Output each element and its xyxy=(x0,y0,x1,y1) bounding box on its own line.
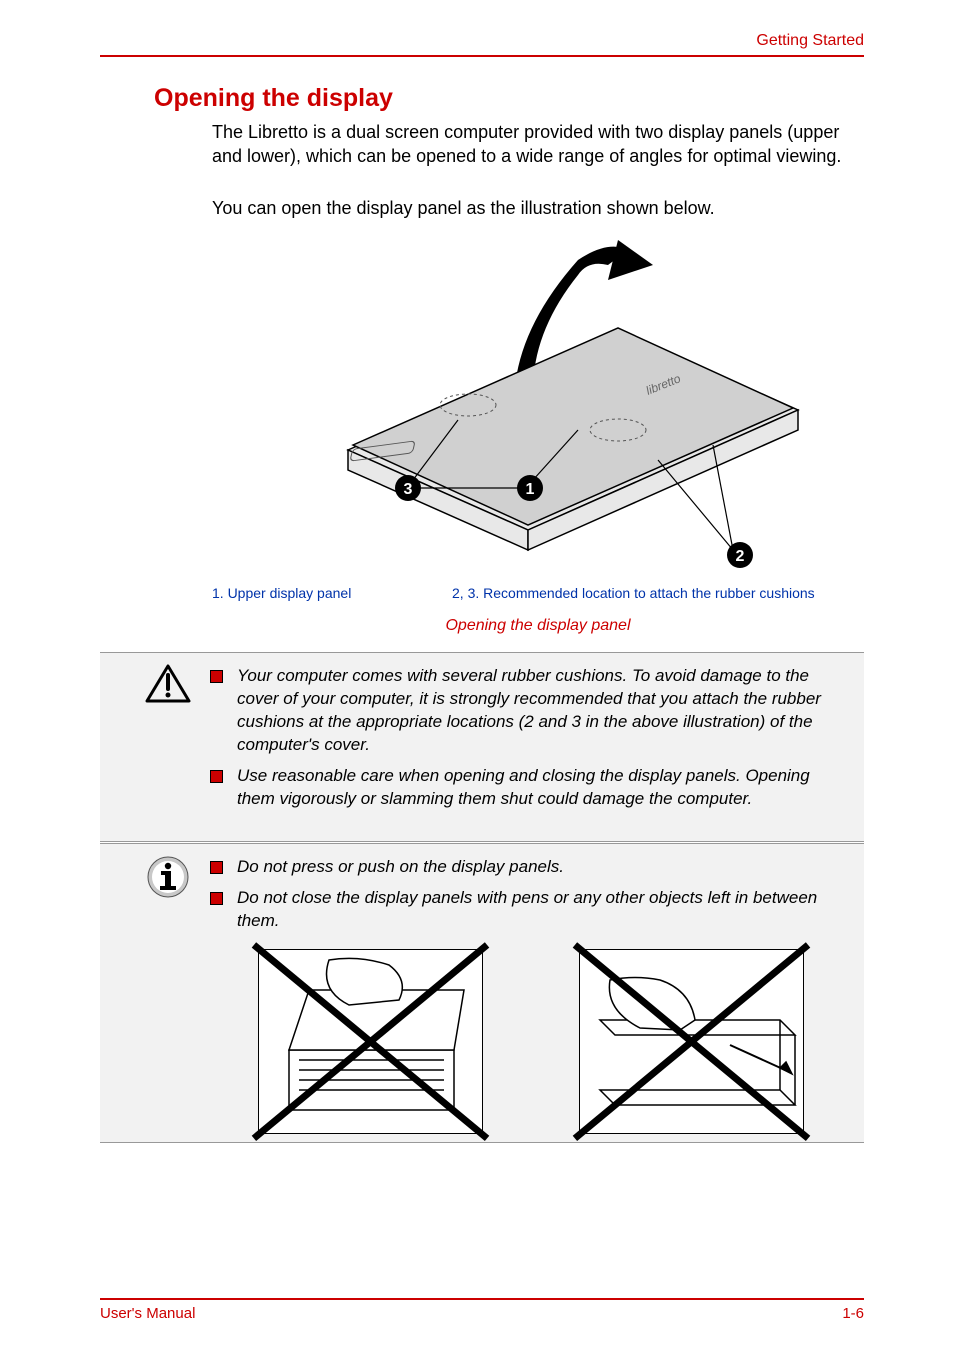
warning-note: Your computer comes with several rubber … xyxy=(100,652,864,842)
dont-illustrations xyxy=(210,949,852,1134)
bullet-icon xyxy=(210,770,223,783)
bullet-icon xyxy=(210,892,223,905)
info-note: Do not press or push on the display pane… xyxy=(100,843,864,1143)
info-text-1: Do not press or push on the display pane… xyxy=(237,856,564,879)
device-diagram: libretto 3 1 2 xyxy=(212,230,864,560)
diagram-legend: 1. Upper display panel 2, 3. Recommended… xyxy=(212,585,864,601)
header-rule xyxy=(100,55,864,57)
figure-caption: Opening the display panel xyxy=(212,617,864,635)
info-item: Do not close the display panels with pen… xyxy=(210,887,852,933)
warning-text-1: Your computer comes with several rubber … xyxy=(237,665,852,757)
dont-close-with-object-illustration xyxy=(579,949,804,1134)
footer-manual-label: User's Manual xyxy=(100,1305,195,1322)
bullet-icon xyxy=(210,861,223,874)
intro-paragraph-2: You can open the display panel as the il… xyxy=(212,196,864,220)
info-icon xyxy=(145,854,191,900)
dont-press-illustration xyxy=(258,949,483,1134)
section-title: Opening the display xyxy=(154,84,393,113)
legend-item-1: 1. Upper display panel xyxy=(212,585,452,601)
warning-item: Use reasonable care when opening and clo… xyxy=(210,765,852,811)
info-item: Do not press or push on the display pane… xyxy=(210,856,852,879)
legend-item-2-3: 2, 3. Recommended location to attach the… xyxy=(452,585,864,601)
page-number: 1-6 xyxy=(842,1305,864,1322)
warning-icon xyxy=(145,663,191,705)
intro-paragraph-1: The Libretto is a dual screen computer p… xyxy=(212,120,864,169)
callout-3: 3 xyxy=(404,481,413,498)
device-illustration: libretto 3 1 2 xyxy=(258,230,818,570)
callout-2: 2 xyxy=(736,548,745,565)
info-text-2: Do not close the display panels with pen… xyxy=(237,887,852,933)
chapter-header: Getting Started xyxy=(756,32,864,50)
warning-item: Your computer comes with several rubber … xyxy=(210,665,852,757)
bullet-icon xyxy=(210,670,223,683)
warning-text-2: Use reasonable care when opening and clo… xyxy=(237,765,852,811)
callout-1: 1 xyxy=(526,481,535,498)
footer-rule xyxy=(100,1298,864,1300)
